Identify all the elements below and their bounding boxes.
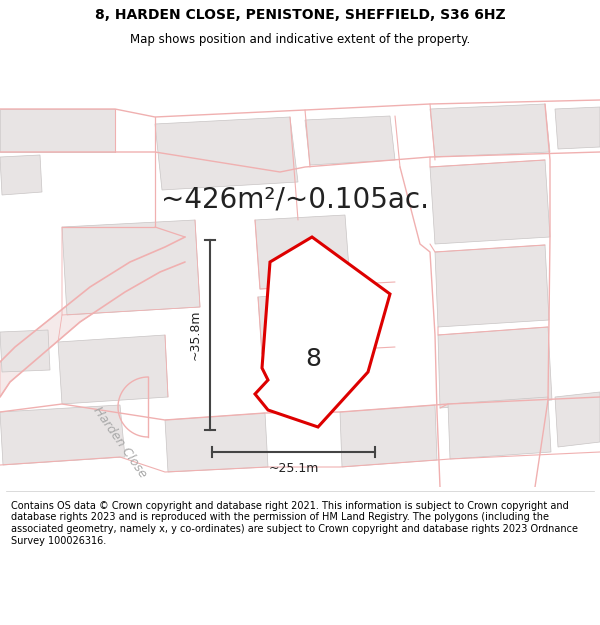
Text: Harden Close: Harden Close: [91, 404, 149, 480]
Polygon shape: [340, 405, 437, 467]
Polygon shape: [430, 160, 550, 244]
Polygon shape: [165, 413, 268, 472]
Polygon shape: [255, 237, 390, 427]
Text: Map shows position and indicative extent of the property.: Map shows position and indicative extent…: [130, 32, 470, 46]
Text: 8: 8: [305, 348, 321, 371]
Polygon shape: [448, 397, 551, 459]
Text: ~426m²/~0.105ac.: ~426m²/~0.105ac.: [161, 186, 429, 214]
Polygon shape: [255, 215, 350, 289]
Polygon shape: [430, 104, 550, 157]
Polygon shape: [435, 245, 549, 327]
Polygon shape: [0, 330, 50, 372]
Polygon shape: [58, 335, 168, 404]
Text: Contains OS data © Crown copyright and database right 2021. This information is : Contains OS data © Crown copyright and d…: [11, 501, 578, 546]
Text: ~35.8m: ~35.8m: [189, 310, 202, 360]
Polygon shape: [62, 220, 200, 315]
Polygon shape: [155, 117, 298, 190]
Polygon shape: [438, 327, 552, 408]
Polygon shape: [305, 116, 395, 165]
Text: ~25.1m: ~25.1m: [268, 462, 319, 475]
Polygon shape: [0, 155, 42, 195]
Text: 8, HARDEN CLOSE, PENISTONE, SHEFFIELD, S36 6HZ: 8, HARDEN CLOSE, PENISTONE, SHEFFIELD, S…: [95, 8, 505, 21]
Polygon shape: [0, 237, 185, 397]
Polygon shape: [555, 392, 600, 447]
Polygon shape: [0, 109, 115, 152]
Polygon shape: [258, 290, 344, 354]
Polygon shape: [555, 107, 600, 149]
Polygon shape: [0, 405, 125, 465]
